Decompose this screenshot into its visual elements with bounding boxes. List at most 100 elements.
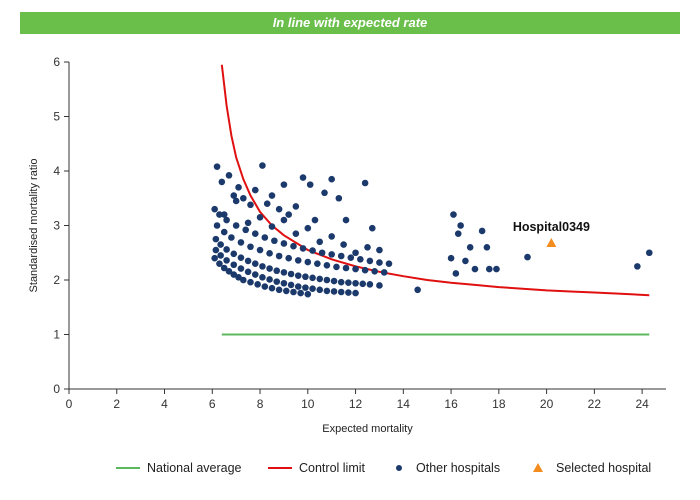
x-tick-label: 10 bbox=[301, 397, 315, 411]
other-hospital-point bbox=[328, 175, 335, 183]
other-hospital-point bbox=[634, 263, 641, 270]
other-hospital-point bbox=[268, 284, 276, 292]
x-tick-label: 20 bbox=[540, 397, 554, 411]
other-hospital-point bbox=[345, 289, 352, 296]
selected-hospital-marker bbox=[546, 237, 557, 247]
other-hospital-point bbox=[230, 271, 238, 278]
other-hospital-point bbox=[220, 228, 228, 236]
other-hospital-point bbox=[292, 203, 300, 210]
x-tick-label: 22 bbox=[588, 397, 602, 411]
other-hospital-point bbox=[232, 197, 240, 205]
legend-swatch-selected bbox=[533, 463, 543, 472]
other-hospital-point bbox=[280, 240, 288, 247]
other-hospital-point bbox=[212, 235, 220, 243]
other-hospital-point bbox=[240, 194, 247, 202]
other-hospital-point bbox=[225, 267, 233, 275]
other-hospital-point bbox=[457, 222, 464, 229]
other-hospital-point bbox=[230, 261, 238, 269]
legend-label-control: Control limit bbox=[299, 461, 366, 475]
other-hospital-point bbox=[316, 238, 324, 246]
other-hospital-point bbox=[240, 276, 247, 284]
series bbox=[211, 64, 653, 336]
other-hospital-point bbox=[359, 280, 367, 288]
other-hospital-point bbox=[323, 276, 331, 284]
other-hospital-point bbox=[256, 246, 264, 254]
other-hospital-point bbox=[366, 257, 374, 265]
other-hospital-point bbox=[333, 263, 340, 271]
other-hospital-point bbox=[225, 172, 233, 179]
other-hospital-point bbox=[230, 250, 238, 258]
other-hospital-point bbox=[309, 274, 316, 282]
other-hospital-point bbox=[251, 260, 259, 267]
other-hospital-point bbox=[275, 205, 283, 213]
other-hospital-point bbox=[347, 254, 355, 261]
other-hospital-point bbox=[376, 246, 383, 254]
x-tick-label: 18 bbox=[492, 397, 506, 411]
selected-hospital-label: Hospital0349 bbox=[513, 220, 590, 234]
other-hospital-point bbox=[235, 184, 242, 191]
other-hospital-point bbox=[366, 281, 374, 288]
other-hospital-point bbox=[217, 241, 224, 248]
other-hospital-point bbox=[328, 233, 335, 240]
other-hospital-point bbox=[244, 268, 252, 276]
other-hospital-point bbox=[275, 286, 283, 294]
y-tick-label: 6 bbox=[53, 55, 60, 69]
other-hospital-point bbox=[247, 278, 254, 286]
other-hospital-point bbox=[235, 273, 242, 281]
other-hospital-point bbox=[294, 257, 302, 264]
other-hospital-point bbox=[297, 289, 304, 297]
other-hospital-point bbox=[280, 279, 288, 287]
other-hospital-point bbox=[280, 216, 288, 224]
other-hospital-point bbox=[237, 239, 245, 246]
other-hospital-point bbox=[273, 278, 281, 285]
other-hospital-point bbox=[285, 211, 292, 218]
x-tick-label: 6 bbox=[209, 397, 216, 411]
other-hospital-point bbox=[261, 234, 269, 241]
other-hospital-point bbox=[304, 290, 312, 298]
other-hospital-point bbox=[316, 286, 324, 294]
other-hospital-point bbox=[309, 247, 316, 254]
other-hospital-point bbox=[299, 174, 307, 181]
other-hospital-point bbox=[237, 254, 245, 261]
other-hospital-point bbox=[280, 269, 288, 276]
other-hospital-point bbox=[287, 281, 295, 289]
y-axis-title: Standardised mortality ratio bbox=[28, 159, 40, 293]
other-hospital-point bbox=[340, 241, 347, 248]
other-hospital-point bbox=[478, 227, 486, 235]
other-hospital-point bbox=[287, 270, 295, 278]
other-hospital-point bbox=[223, 216, 230, 224]
other-hospital-point bbox=[452, 270, 460, 277]
other-hospital-point bbox=[302, 284, 309, 291]
other-hospital-point bbox=[232, 222, 240, 229]
y-tick-label: 1 bbox=[53, 328, 60, 342]
other-hospital-point bbox=[230, 192, 238, 199]
other-hospital-point bbox=[454, 230, 462, 237]
other-hospital-point bbox=[266, 249, 273, 257]
other-hospital-point bbox=[376, 259, 383, 266]
other-hospital-point bbox=[342, 264, 350, 272]
other-hospital-point bbox=[266, 276, 273, 283]
y-tick-label: 2 bbox=[53, 273, 60, 287]
other-hospital-point bbox=[218, 178, 226, 186]
x-axis-ticks: 0 2 4 6 8 10 12 14 16 18 20 22 24 bbox=[66, 389, 649, 411]
other-hospital-point bbox=[466, 244, 474, 251]
other-hospital-point bbox=[220, 264, 228, 272]
y-tick-label: 5 bbox=[53, 110, 60, 124]
other-hospital-point bbox=[223, 257, 230, 264]
other-hospital-point bbox=[212, 246, 220, 254]
other-hospital-point bbox=[217, 252, 224, 259]
other-hospital-point bbox=[294, 283, 302, 290]
other-hospital-point bbox=[352, 265, 359, 273]
other-hospital-point bbox=[352, 289, 359, 297]
legend: National average Control limit Other hospi… bbox=[116, 461, 651, 475]
other-hospital-point bbox=[285, 254, 292, 262]
other-hospital-point bbox=[462, 257, 469, 265]
other-hospital-point bbox=[263, 200, 271, 207]
other-hospital-point bbox=[216, 260, 223, 267]
other-hospital-point bbox=[251, 186, 259, 194]
other-hospital-point bbox=[328, 251, 335, 258]
other-hospital-point bbox=[306, 181, 314, 188]
other-hospital-point bbox=[211, 205, 218, 213]
y-tick-label: 0 bbox=[53, 382, 60, 396]
x-tick-label: 4 bbox=[161, 397, 168, 411]
